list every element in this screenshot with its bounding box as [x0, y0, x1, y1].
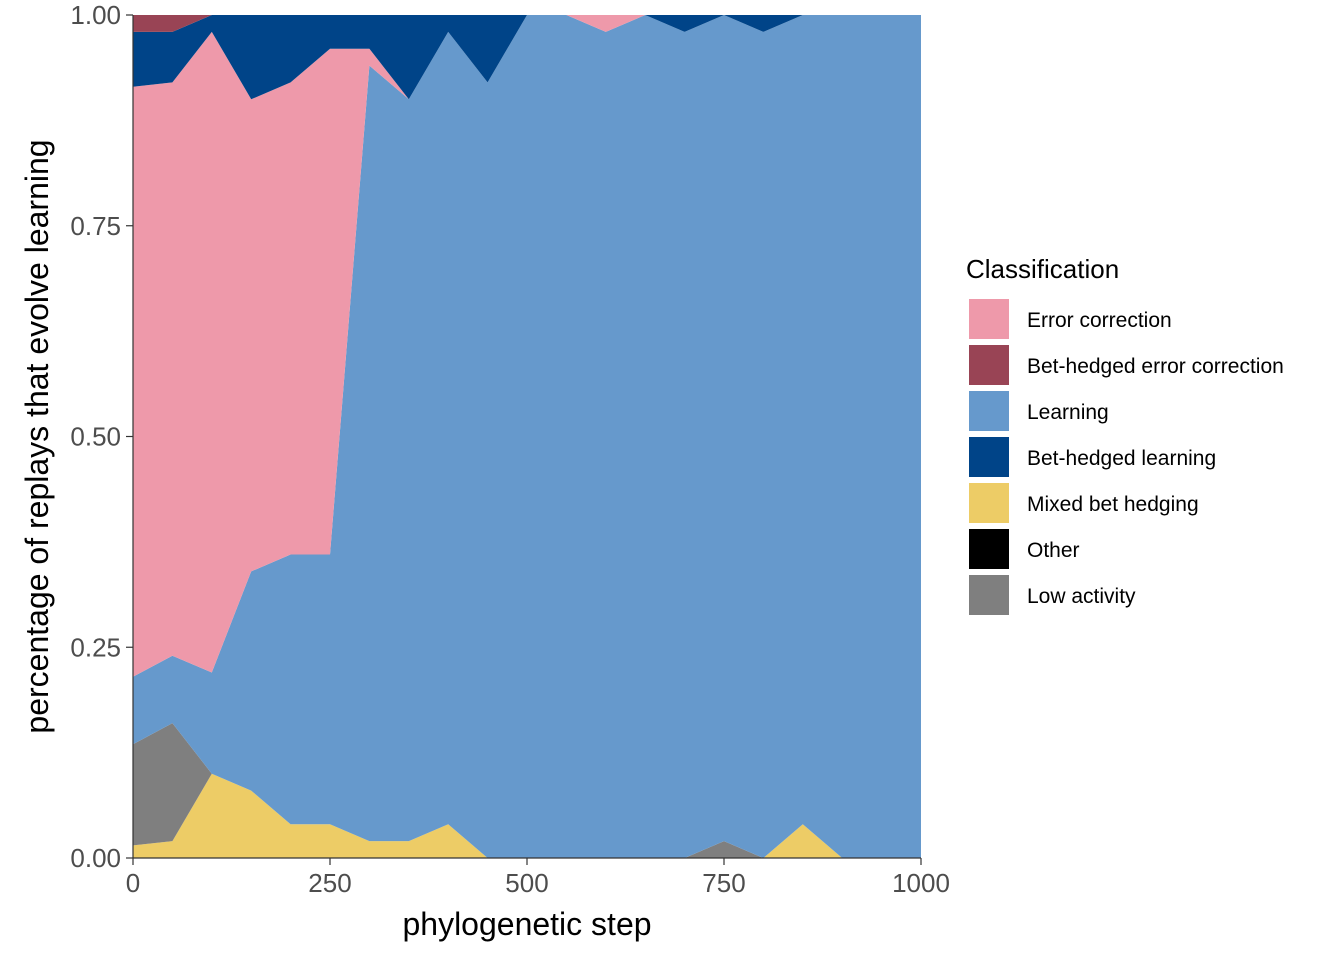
area-layers — [133, 15, 921, 858]
legend: Classification Error correction Bet-hedge… — [966, 254, 1284, 617]
x-axis-title: phylogenetic step — [402, 906, 651, 942]
legend-swatch-learning — [967, 389, 1011, 433]
legend-label-low-activity: Low activity — [1027, 585, 1136, 608]
y-tick-label: 1.00 — [70, 0, 121, 30]
x-tick-label: 750 — [702, 868, 745, 898]
legend-label-error-correction: Error correction — [1027, 309, 1172, 332]
y-tick-label: 0.25 — [70, 632, 121, 662]
legend-label-bet-hedged-error-correction: Bet-hedged error correction — [1027, 355, 1284, 378]
y-axis-title: percentage of replays that evolve learni… — [19, 139, 55, 733]
y-tick-label: 0.00 — [70, 843, 121, 873]
y-tick-label: 0.75 — [70, 211, 121, 241]
legend-swatch-bet-hedged-error-correction — [967, 343, 1011, 387]
x-tick-label: 500 — [505, 868, 548, 898]
legend-swatch-bet-hedged-learning — [967, 435, 1011, 479]
legend-label-bet-hedged-learning: Bet-hedged learning — [1027, 447, 1216, 470]
area-learning — [133, 15, 921, 858]
legend-label-learning: Learning — [1027, 401, 1109, 424]
x-tick-label: 250 — [308, 868, 351, 898]
legend-label-mixed-bet-hedging: Mixed bet hedging — [1027, 493, 1199, 516]
area-error-correction — [133, 15, 921, 677]
legend-swatch-error-correction — [967, 297, 1011, 341]
x-tick-label: 0 — [126, 868, 140, 898]
axes: 0.00 0.25 0.50 0.75 1.00 0 250 500 750 1000 — [70, 0, 950, 898]
legend-label-other: Other — [1027, 539, 1080, 562]
y-tick-label: 0.50 — [70, 422, 121, 452]
legend-title: Classification — [966, 254, 1119, 284]
x-tick-label: 1000 — [892, 868, 950, 898]
legend-swatch-other — [967, 527, 1011, 571]
area-bet-hedged-learning — [133, 15, 921, 100]
area-mixed-bet-hedging — [133, 773, 921, 858]
legend-swatch-mixed-bet-hedging — [967, 481, 1011, 525]
legend-swatch-low-activity — [967, 573, 1011, 617]
